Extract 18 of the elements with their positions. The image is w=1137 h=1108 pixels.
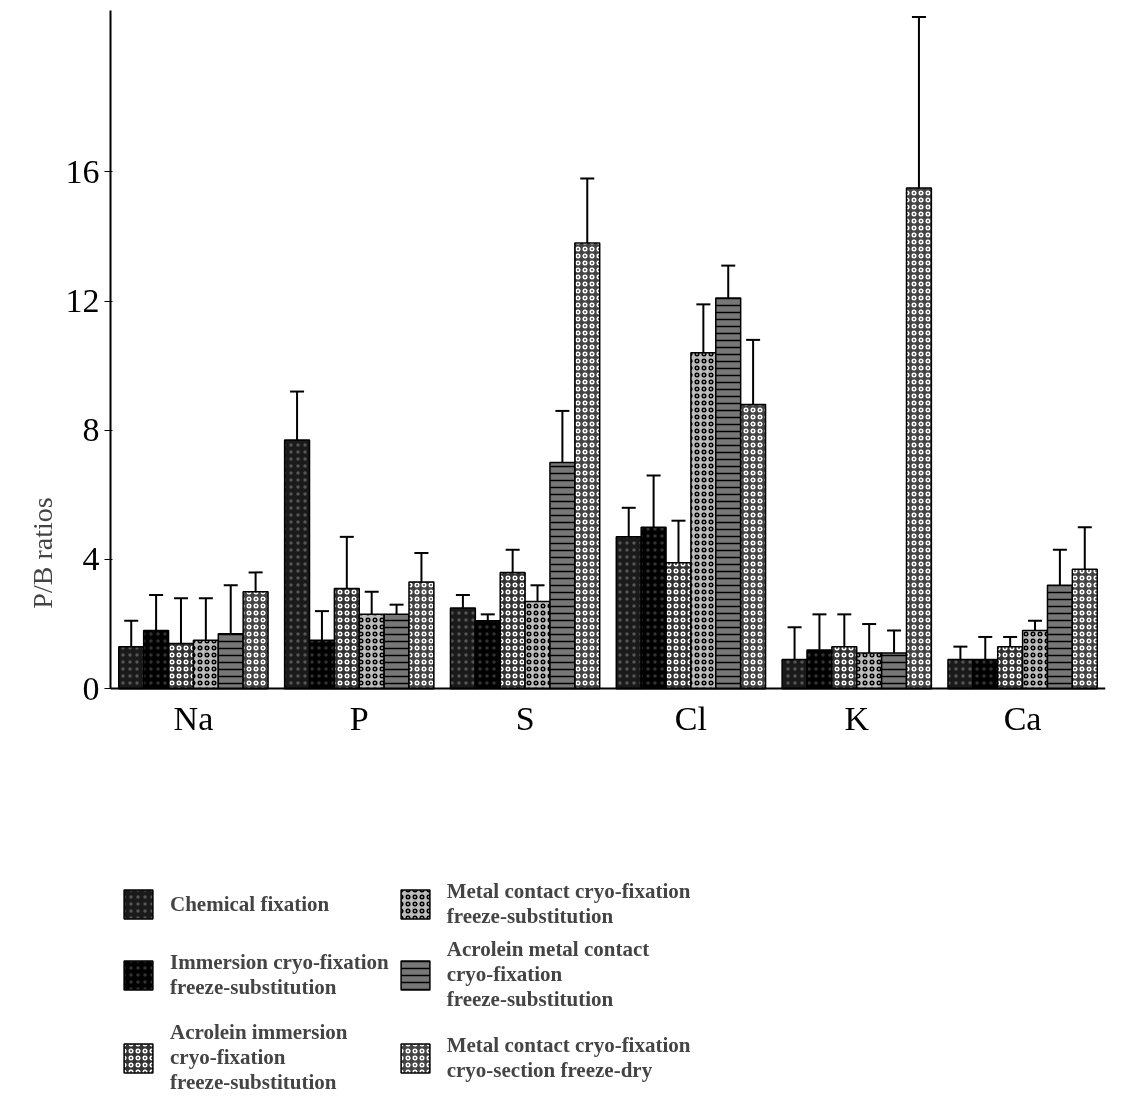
y-tick-label: 8 <box>82 411 100 449</box>
legend-label: Immersion cryo-fixation freeze-substitution <box>170 949 389 1000</box>
legend-label: Acrolein immersion cryo-fixation freeze-substitution <box>170 1020 348 1095</box>
x-tick-label: K <box>844 699 870 737</box>
y-tick-label: 16 <box>65 152 100 190</box>
x-tick-label: S <box>515 699 535 737</box>
x-tick-label: Na <box>173 699 214 737</box>
y-tick-label: 0 <box>82 669 100 707</box>
legend-label: Metal contact cryo-fixation freeze-substitution <box>446 879 691 929</box>
legend-label: Chemical fixation <box>170 891 330 917</box>
legend-label: Acrolein metal contact cryo-fixation freeze-substitution <box>446 937 650 1012</box>
y-axis-title: P/B ratios <box>26 497 58 609</box>
x-tick-label: Cl <box>674 699 707 737</box>
x-tick-label: P <box>349 699 369 737</box>
x-tick-label: Ca <box>1003 699 1042 737</box>
y-tick-label: 12 <box>65 282 100 320</box>
y-tick-label: 4 <box>82 540 100 578</box>
legend-label: Metal contact cryo-fixation cryo-section freeze-dry <box>446 1032 691 1083</box>
